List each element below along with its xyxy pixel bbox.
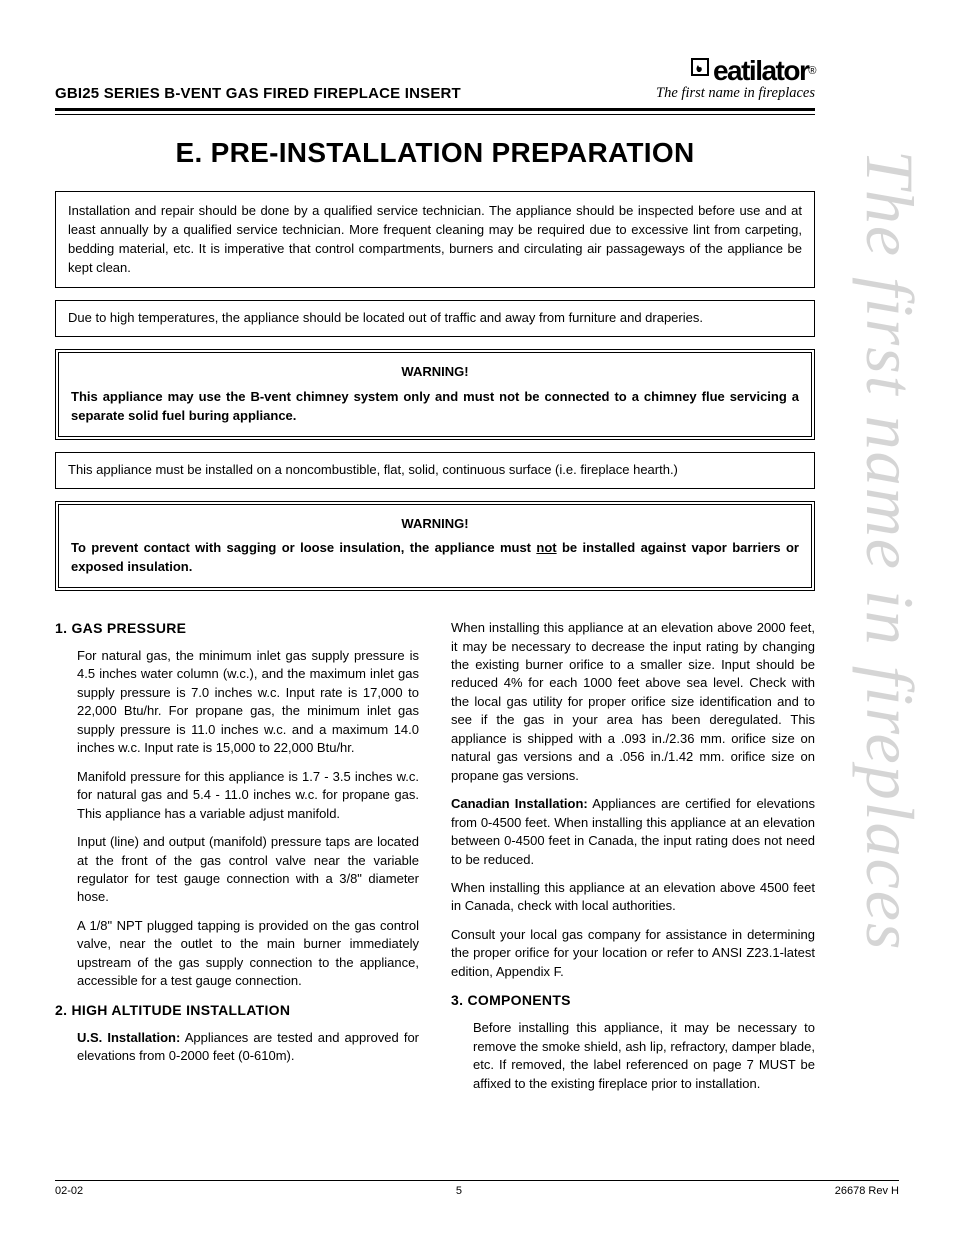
- s2-p3: Canadian Installation: Appliances are ce…: [451, 795, 815, 869]
- s1-p2: Manifold pressure for this appliance is …: [77, 768, 419, 823]
- brand-tagline: The first name in fireplaces: [656, 85, 815, 102]
- section-3-body: Before installing this appliance, it may…: [451, 1019, 815, 1093]
- page-title: E. PRE-INSTALLATION PREPARATION: [55, 137, 815, 169]
- product-line: GBI25 SERIES B-VENT GAS FIRED FIREPLACE …: [55, 85, 461, 102]
- info-box-3: This appliance must be installed on a no…: [55, 452, 815, 489]
- info-box-1: Installation and repair should be done b…: [55, 191, 815, 288]
- body-columns: 1. GAS PRESSURE For natural gas, the min…: [55, 619, 815, 1103]
- footer-center: 5: [456, 1185, 462, 1197]
- column-left: 1. GAS PRESSURE For natural gas, the min…: [55, 619, 419, 1103]
- header-rule-thick: [55, 108, 815, 111]
- section-3-head: 3. COMPONENTS: [451, 991, 815, 1011]
- section-1-head: 1. GAS PRESSURE: [55, 619, 419, 639]
- section-2-head: 2. HIGH ALTITUDE INSTALLATION: [55, 1001, 419, 1021]
- s1-p3: Input (line) and output (manifold) press…: [77, 833, 419, 907]
- footer-row: 02-02 5 26678 Rev H: [55, 1185, 899, 1197]
- footer-right: 26678 Rev H: [835, 1185, 899, 1197]
- brand-text: eatilator: [713, 55, 808, 87]
- warning-body-2: To prevent contact with sagging or loose…: [71, 539, 799, 577]
- watermark-text: The first name in fireplaces: [856, 150, 924, 951]
- s2-p4: When installing this appliance at an ele…: [451, 879, 815, 916]
- warning2-underline: not: [536, 540, 556, 555]
- content-area: GBI25 SERIES B-VENT GAS FIRED FIREPLACE …: [55, 55, 815, 1103]
- flame-icon: [688, 55, 712, 87]
- s2-p1: U.S. Installation: Appliances are tested…: [77, 1029, 419, 1066]
- page-footer: 02-02 5 26678 Rev H: [55, 1180, 899, 1197]
- brand-block: eatilator ® The first name in fireplaces: [656, 55, 815, 102]
- s2-p2: When installing this appliance at an ele…: [451, 619, 815, 785]
- footer-rule: [55, 1180, 899, 1181]
- section-2-body-left: U.S. Installation: Appliances are tested…: [55, 1029, 419, 1066]
- column-right: When installing this appliance at an ele…: [451, 619, 815, 1103]
- warning-body-1: This appliance may use the B-vent chimne…: [71, 388, 799, 426]
- warning-box-1: WARNING! This appliance may use the B-ve…: [55, 349, 815, 440]
- section-1-body: For natural gas, the minimum inlet gas s…: [55, 647, 419, 991]
- s2-p3-label: Canadian Installation:: [451, 796, 588, 811]
- warning2-pre: To prevent contact with sagging or loose…: [71, 540, 536, 555]
- warning-box-2: WARNING! To prevent contact with sagging…: [55, 501, 815, 592]
- brand-name: eatilator ®: [656, 55, 815, 87]
- s3-p1: Before installing this appliance, it may…: [473, 1019, 815, 1093]
- s1-p1: For natural gas, the minimum inlet gas s…: [77, 647, 419, 758]
- s2-p1-label: U.S. Installation:: [77, 1030, 180, 1045]
- header-rule-thin: [55, 114, 815, 115]
- brand-reg: ®: [808, 65, 815, 77]
- warning-title-2: WARNING!: [71, 515, 799, 534]
- warning-title-1: WARNING!: [71, 363, 799, 382]
- footer-left: 02-02: [55, 1185, 83, 1197]
- s2-p5: Consult your local gas company for assis…: [451, 926, 815, 981]
- s1-p4: A 1/8" NPT plugged tapping is provided o…: [77, 917, 419, 991]
- header-row: GBI25 SERIES B-VENT GAS FIRED FIREPLACE …: [55, 55, 815, 102]
- info-box-2: Due to high temperatures, the appliance …: [55, 300, 815, 337]
